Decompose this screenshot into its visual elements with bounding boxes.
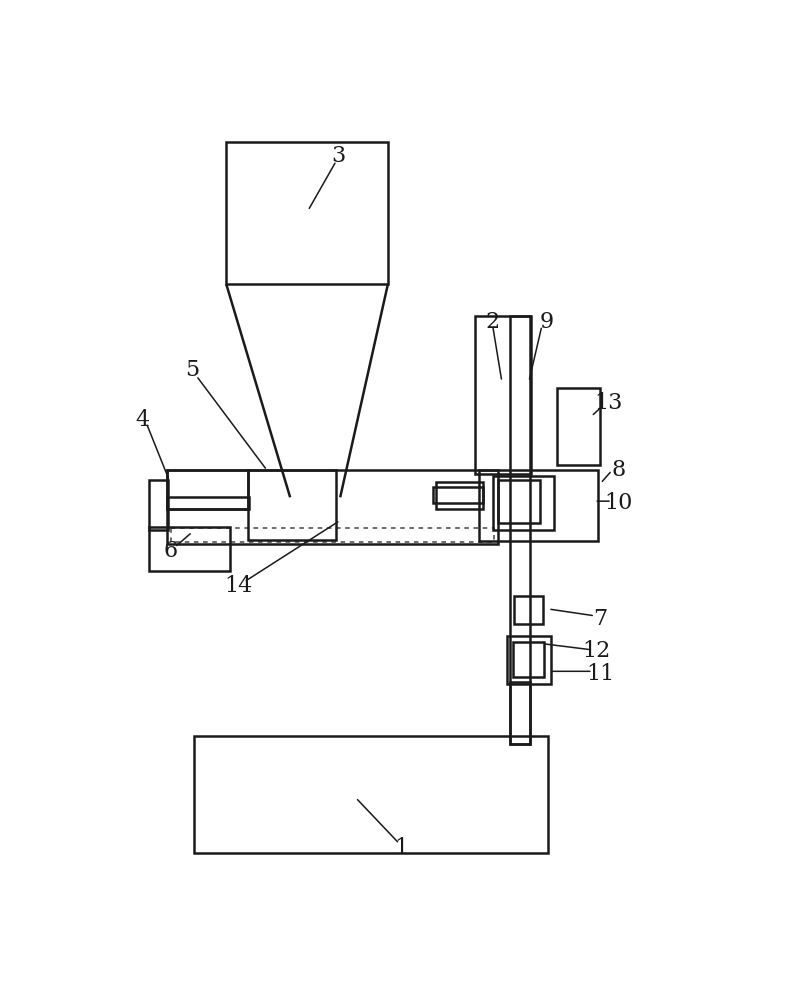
Bar xyxy=(432,487,482,503)
Text: 13: 13 xyxy=(594,392,622,414)
Text: 7: 7 xyxy=(593,608,607,630)
Bar xyxy=(167,470,498,544)
Bar xyxy=(478,470,598,541)
Bar xyxy=(509,682,530,744)
Bar xyxy=(171,528,494,542)
Text: 8: 8 xyxy=(612,459,626,481)
Bar xyxy=(226,142,388,284)
Text: 6: 6 xyxy=(164,540,178,562)
Bar xyxy=(149,480,169,530)
Bar xyxy=(493,476,554,530)
Bar xyxy=(167,497,248,509)
Text: 2: 2 xyxy=(486,311,500,333)
Bar xyxy=(475,316,531,474)
Bar xyxy=(167,470,248,509)
Text: 5: 5 xyxy=(185,359,200,381)
Text: 9: 9 xyxy=(540,311,553,333)
Bar xyxy=(436,482,482,509)
Bar xyxy=(498,480,540,523)
Bar xyxy=(507,636,551,684)
Bar xyxy=(514,596,544,624)
Text: 1: 1 xyxy=(395,837,409,859)
Bar xyxy=(557,388,599,465)
Text: 12: 12 xyxy=(583,640,611,662)
Text: 3: 3 xyxy=(331,145,345,167)
Bar xyxy=(149,527,230,571)
Text: 4: 4 xyxy=(135,409,150,431)
Bar xyxy=(513,642,544,677)
Bar xyxy=(509,316,530,744)
Text: 10: 10 xyxy=(605,492,633,514)
Text: 14: 14 xyxy=(224,575,252,597)
Bar xyxy=(194,736,548,853)
Text: 11: 11 xyxy=(587,663,615,685)
Bar xyxy=(248,470,337,540)
